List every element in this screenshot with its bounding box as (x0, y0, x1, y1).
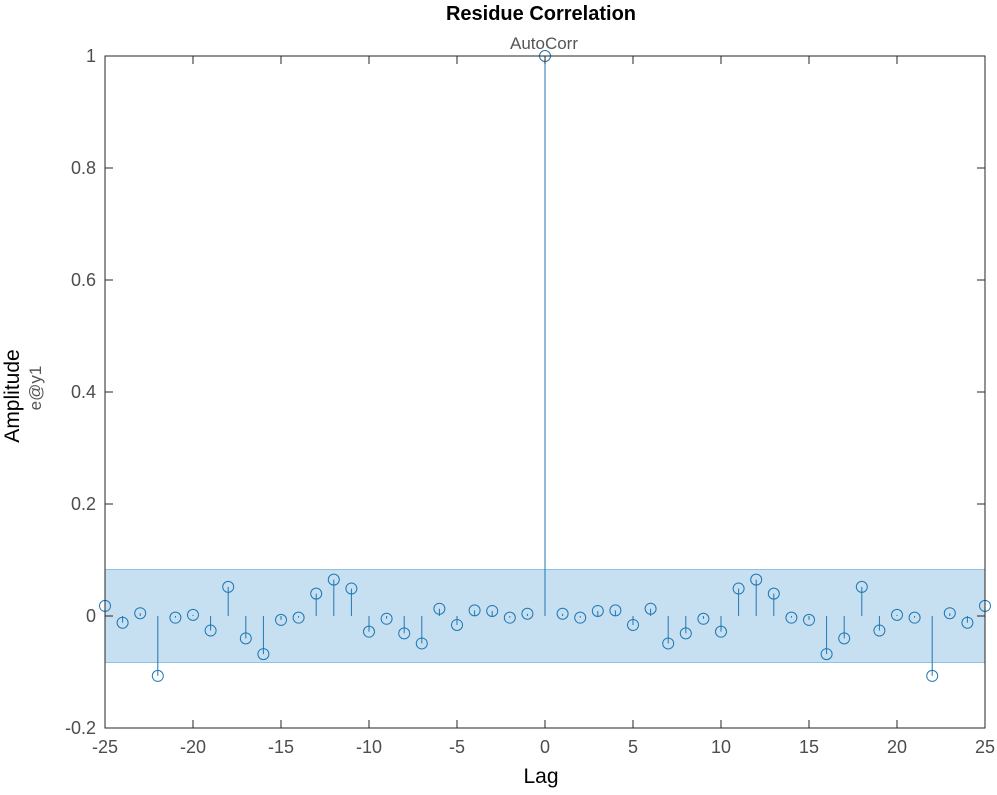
stem-marker (468, 604, 481, 617)
y-tick-label: 0 (86, 606, 96, 626)
stem-marker (521, 607, 534, 620)
x-tick-label: 15 (799, 737, 819, 757)
stem-marker (715, 625, 727, 638)
stem-marker (926, 669, 939, 682)
stem-marker (732, 582, 745, 595)
x-tick-label: -20 (180, 737, 206, 757)
stem-marker (662, 637, 675, 650)
x-tick-label: 25 (975, 737, 995, 757)
y-tick-label: 1 (86, 46, 96, 66)
y-tick-label: 0.2 (71, 494, 96, 514)
stem-marker (750, 573, 763, 586)
y-tick-label: 0.6 (71, 270, 96, 290)
stem-marker (275, 613, 287, 626)
stem-marker (292, 611, 305, 624)
y-axis-ticks: -0.2 0 0.2 0.4 0.6 0.8 1 (65, 46, 985, 738)
stem-marker (591, 604, 604, 617)
stem-marker (116, 616, 129, 629)
stem-marker (679, 627, 692, 640)
stem-marker (239, 632, 252, 645)
stem-marker (820, 648, 833, 661)
stem-marker (451, 618, 463, 631)
stem-marker (785, 611, 798, 624)
stem-marker (627, 618, 639, 631)
x-tick-label: -15 (268, 737, 294, 757)
stem-marker (961, 616, 974, 629)
stem-marker (556, 607, 569, 620)
stem-marker (134, 607, 147, 620)
stem-marker (257, 648, 270, 661)
stem-marker (310, 587, 323, 600)
stem-marker (433, 602, 446, 615)
x-axis-label: Lag (523, 765, 558, 788)
x-tick-label: -25 (92, 737, 118, 757)
stem-marker (644, 602, 657, 615)
stem-marker (380, 612, 393, 625)
x-tick-label: 0 (540, 737, 550, 757)
stem-marker (363, 625, 375, 638)
stem-marker (803, 613, 815, 626)
stem-marker (327, 573, 340, 586)
y-tick-label: -0.2 (65, 718, 96, 738)
stem-marker (767, 587, 780, 600)
stem-marker (415, 637, 428, 650)
stem-marker (908, 611, 921, 624)
stem-marker (151, 669, 164, 682)
stem-marker (204, 624, 217, 637)
stem-marker (503, 611, 516, 624)
y-axis-label: Amplitude (1, 349, 24, 442)
stem-marker (345, 582, 358, 595)
stem-marker (222, 580, 235, 593)
chart-subtitle: AutoCorr (510, 34, 578, 53)
stem-marker (838, 632, 851, 645)
stem-marker (697, 612, 710, 625)
stem-marker (943, 607, 956, 620)
stem-marker (609, 604, 622, 617)
stem-marker (187, 608, 199, 621)
x-tick-label: -10 (356, 737, 382, 757)
x-tick-label: 10 (711, 737, 731, 757)
y-tick-label: 0.8 (71, 158, 96, 178)
y-tick-label: 0.4 (71, 382, 96, 402)
stem-marker (873, 624, 886, 637)
chart-title: Residue Correlation (446, 3, 636, 25)
stem-marker (574, 611, 587, 624)
y-axis-sublabel: e@y1 (26, 366, 45, 411)
x-tick-label: 5 (628, 737, 638, 757)
stem-marker (891, 608, 903, 621)
x-axis-ticks: -25 -20 -15 -10 -5 0 5 10 15 20 25 (92, 56, 995, 757)
stem-marker (169, 611, 182, 624)
stem-marker (486, 604, 499, 617)
x-tick-label: 20 (887, 737, 907, 757)
x-tick-label: -5 (449, 737, 465, 757)
stem-marker (398, 627, 411, 640)
stem-marker (855, 580, 868, 593)
